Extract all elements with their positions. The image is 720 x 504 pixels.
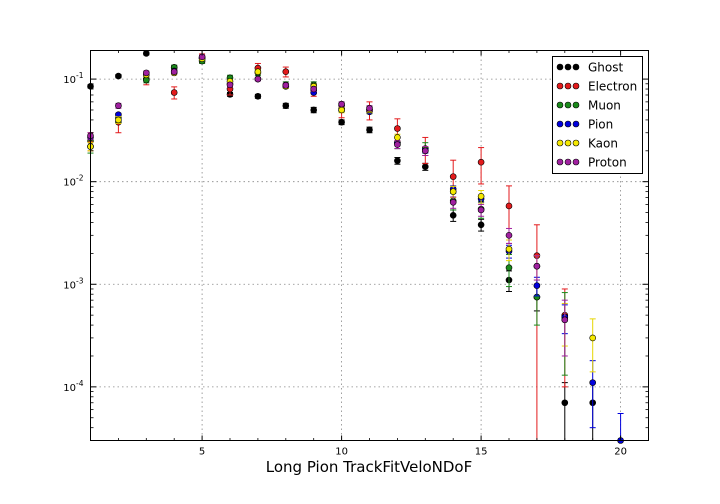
legend-marker [572,158,580,166]
x-axis-label: Long Pion TrackFitVeloNDoF [266,458,472,476]
legend-label-proton: Proton [588,156,627,170]
data-point [366,104,373,112]
data-point [143,69,150,77]
data-point [394,141,401,148]
series-proton [87,53,569,357]
data-point [477,158,485,166]
data-point [310,85,318,93]
legend-marker [564,120,572,128]
data-point [170,89,178,96]
data-point [115,72,122,80]
data-point [505,202,513,210]
legend-marker [564,158,572,166]
data-point [449,188,457,195]
data-point [170,68,178,76]
data-point [338,100,345,108]
data-point [477,193,485,200]
legend-marker [556,120,564,128]
data-point [505,232,513,239]
legend-marker [572,139,580,147]
data-point [226,81,234,89]
x-tick-label: 5 [199,447,205,458]
legend-marker [556,63,564,71]
data-point [421,163,429,170]
data-point [254,68,262,76]
data-point [589,379,597,386]
data-point [254,75,262,83]
legend-marker [556,82,564,90]
legend-label-electron: Electron [588,80,637,94]
data-point [282,82,290,89]
data-point [421,147,429,155]
legend: Ghost Electron Muon Pion Kaon Proton [552,56,643,174]
axis-ticks: 5 10 15 20 10-1 10-2 10-3 10-4 [63,50,649,458]
x-tick-label: 20 [614,447,627,458]
data-point [115,116,122,124]
data-point [533,262,541,270]
data-point [310,106,318,114]
legend-marker [564,82,572,90]
data-point [394,125,401,132]
data-point [561,399,569,407]
legend-marker [572,101,580,109]
data-point [115,102,122,110]
series-pion [87,54,624,444]
data-point [282,102,290,110]
data-point [338,106,345,114]
data-point [394,157,401,165]
legend-box [552,56,643,174]
x-tick-label: 15 [475,447,488,458]
legend-marker [572,82,580,90]
data-point [449,212,457,219]
data-point [561,316,569,324]
legend-marker [556,139,564,147]
data-point [449,173,457,180]
data-point [282,68,290,76]
legend-label-kaon: Kaon [588,137,618,151]
y-tick-label: 10-3 [63,276,83,291]
series-electron [87,53,569,441]
legend-label-ghost: Ghost [588,61,623,75]
data-point [533,282,541,289]
legend-marker [556,101,564,109]
legend-marker [556,158,564,166]
legend-label-pion: Pion [588,118,613,132]
data-point [505,245,513,253]
data-point [477,206,485,214]
y-tick-label: 10-4 [63,379,83,394]
legend-marker [564,63,572,71]
legend-marker [564,101,572,109]
y-tick-label: 10-1 [63,71,83,86]
data-point [449,198,457,206]
y-tick-label: 10-2 [63,174,83,189]
data-point [254,92,262,100]
legend-marker [572,120,580,128]
data-point [338,118,345,126]
data-point [589,334,597,342]
data-point [477,221,485,229]
legend-marker [572,63,580,71]
series-muon [87,57,569,376]
legend-label-muon: Muon [588,99,621,113]
data-series [87,50,624,444]
data-point [505,264,513,272]
legend-marker [564,139,572,147]
data-point [366,126,373,134]
x-tick-label: 10 [335,447,348,458]
data-point [394,134,401,141]
